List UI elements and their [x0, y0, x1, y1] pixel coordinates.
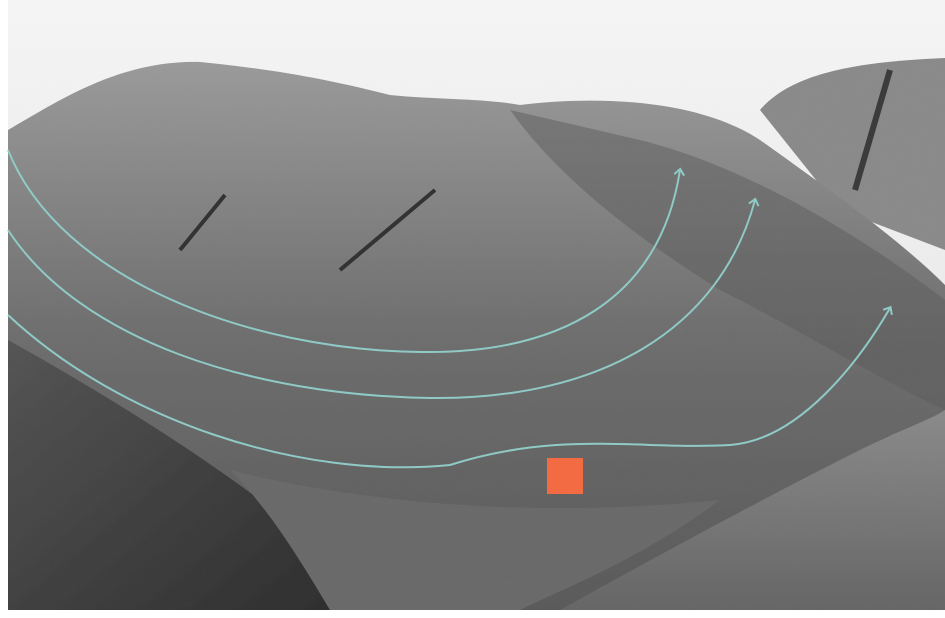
right-foreground — [560, 410, 945, 610]
right-ridge — [760, 58, 945, 250]
gully — [178, 193, 227, 252]
terrain — [8, 0, 945, 610]
gully — [852, 69, 893, 191]
flow-arrow — [7, 305, 893, 469]
flow-arrow — [7, 197, 760, 400]
site-marker — [547, 458, 583, 494]
flow-arrow — [7, 149, 686, 354]
valley-floor — [230, 470, 720, 610]
ridge-shadow — [510, 110, 945, 410]
gully — [338, 188, 437, 272]
flow-arrows — [7, 149, 893, 469]
left-foreground — [8, 340, 330, 610]
